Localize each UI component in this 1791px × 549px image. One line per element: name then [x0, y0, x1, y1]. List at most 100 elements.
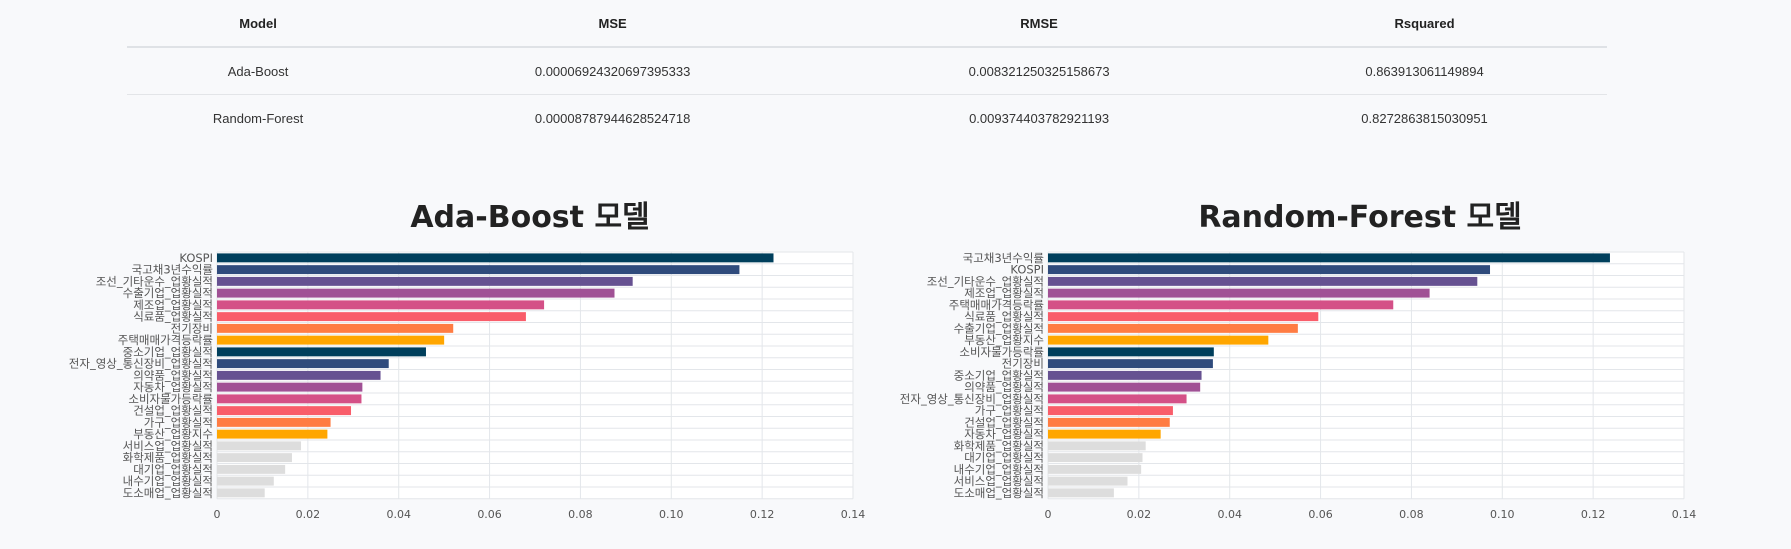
cell-model: Ada-Boost [127, 47, 390, 95]
y-tick-label: 수출기업_업황실적 [123, 286, 213, 300]
y-tick-label: 가구_업황실적 [975, 404, 1044, 418]
bar [217, 464, 286, 474]
bar [1048, 335, 1269, 345]
x-tick-label: 0 [1045, 508, 1052, 521]
y-tick-label: 자동차_업황실적 [964, 427, 1044, 441]
y-tick-label: 주택매매가격등락률 [118, 333, 213, 347]
bar [217, 441, 302, 451]
bar [1048, 370, 1202, 380]
bar [217, 488, 265, 498]
x-tick-label: 0 [214, 508, 221, 521]
bar [217, 347, 426, 357]
x-tick-label: 0.02 [296, 508, 321, 521]
cell-rmse: 0.008321250325158673 [836, 47, 1243, 95]
x-tick-label: 0.02 [1127, 508, 1152, 521]
y-tick-label: 가구_업황실적 [144, 415, 213, 429]
cell-mse: 0.00008787944628524718 [534, 110, 691, 126]
bar [217, 300, 545, 310]
bar [1048, 265, 1491, 275]
x-tick-label: 0.10 [659, 508, 684, 521]
table-row: Random-Forest 0.00008787944628524718 0.0… [127, 95, 1607, 142]
table-header-row: Model MSE RMSE Rsquared [127, 0, 1607, 48]
table-row: Ada-Boost 0.00006924320697395333 0.00832… [127, 47, 1607, 95]
y-tick-label: 부동산_업황지수 [133, 427, 213, 441]
ada-boost-feature-importance-chart: 0 0.02 0.04 0.06 0.08 0.10 0.12 0.14 KOSPI국고채3년수… [69, 251, 866, 521]
bar [217, 253, 774, 263]
cell-model: Random-Forest [212, 110, 304, 126]
y-tick-label: 조선_기타운수_업황실적 [927, 274, 1044, 288]
bar [217, 265, 740, 275]
y-tick-label: 화학제품_업황실적 [954, 439, 1044, 453]
bar [217, 453, 292, 463]
metrics-table: Model MSE RMSE Rsquared Ada-Boost 0.0000… [127, 0, 1607, 141]
col-header-mse: MSE [389, 0, 837, 48]
bar [1048, 276, 1478, 286]
bar [1048, 429, 1161, 439]
cell-rmse: 0.009374403782921193 [969, 110, 1110, 126]
y-tick-label: 서비스업_업황실적 [954, 474, 1044, 488]
bar [1048, 359, 1213, 369]
x-tick-label: 0.08 [1399, 508, 1424, 521]
bar [1048, 406, 1173, 416]
x-tick-label: 0.06 [477, 508, 502, 521]
y-tick-label: 소비자물가등락률 [959, 345, 1044, 359]
bar [1048, 394, 1187, 404]
x-tick-label: 0.12 [1581, 508, 1606, 521]
y-tick-label: 제조업_업황실적 [964, 286, 1044, 300]
x-tick-label: 0.06 [1308, 508, 1333, 521]
bar [217, 288, 615, 298]
bar [1048, 253, 1610, 263]
bar [1048, 347, 1214, 357]
x-tick-label: 0.04 [1217, 508, 1242, 521]
bar [217, 312, 526, 322]
bar [217, 323, 454, 333]
y-tick-label: 식료품_업황실적 [964, 310, 1044, 324]
y-tick-label: 전자_영상_통신장비_업황실적 [69, 357, 213, 371]
bar [217, 359, 389, 369]
y-tick-label: 대기업_업황실적 [133, 462, 213, 476]
col-header-rmse: RMSE [836, 0, 1243, 48]
y-tick-label: 조선_기타운수_업황실적 [96, 274, 213, 288]
bar [1048, 476, 1128, 486]
bar [1048, 488, 1114, 498]
y-tick-label: 국고채3년수익률 [132, 263, 213, 277]
cell-rsquared: 0.863913061149894 [1242, 47, 1607, 95]
bar [1048, 323, 1298, 333]
col-header-model: Model [127, 0, 390, 48]
y-tick-label: 수출기업_업황실적 [954, 321, 1044, 335]
bar [217, 406, 352, 416]
y-tick-label: 국고채3년수익률 [963, 251, 1044, 265]
bar [217, 476, 274, 486]
y-tick-label: 의약품_업황실적 [133, 368, 213, 382]
y-tick-label: 소비자물가등락률 [128, 392, 213, 406]
y-tick-label: 전기장비 [1002, 357, 1044, 371]
y-tick-label: KOSPI [1010, 263, 1044, 277]
x-tick-label: 0.14 [1672, 508, 1697, 521]
y-tick-label: 내수기업_업황실적 [954, 462, 1044, 476]
x-tick-label: 0.12 [750, 508, 775, 521]
y-tick-label: 전기장비 [171, 321, 213, 335]
bar [1048, 288, 1430, 298]
cell-rsquared: 0.8272863815030951 [1361, 110, 1488, 126]
x-tick-label: 0.14 [841, 508, 866, 521]
y-tick-label: 화학제품_업황실적 [123, 451, 213, 465]
bar [217, 335, 445, 345]
bar [1048, 441, 1146, 451]
y-tick-label: 도소매업_업황실적 [123, 486, 213, 500]
y-tick-label: 서비스업_업황실적 [123, 439, 213, 453]
y-tick-label: 대기업_업황실적 [964, 451, 1044, 465]
y-tick-label: 의약품_업황실적 [964, 380, 1044, 394]
random-forest-chart-title: Random-Forest 모델 [1198, 200, 1522, 235]
y-tick-label: 건설업_업황실적 [964, 415, 1044, 429]
bar [217, 394, 362, 404]
bar [217, 429, 328, 439]
bar [1048, 382, 1201, 392]
y-tick-label: 전자_영상_통신장비_업황실적 [900, 392, 1044, 406]
col-header-rsquared: Rsquared [1242, 0, 1607, 48]
bar [217, 382, 363, 392]
x-tick-label: 0.10 [1490, 508, 1515, 521]
bar [1048, 453, 1143, 463]
y-tick-label: 제조업_업황실적 [133, 298, 213, 312]
y-tick-label: 자동차_업황실적 [133, 380, 213, 394]
bar [1048, 300, 1394, 310]
